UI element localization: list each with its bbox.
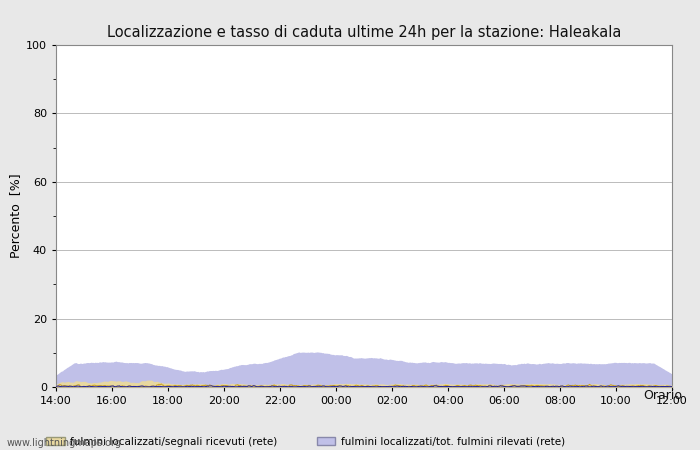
Y-axis label: Percento  [%]: Percento [%] <box>9 174 22 258</box>
Text: www.lightningmaps.org: www.lightningmaps.org <box>7 438 122 448</box>
Legend: fulmini localizzati/segnali ricevuti (rete), fulmini localizzati/segnali ricevut: fulmini localizzati/segnali ricevuti (re… <box>46 436 595 450</box>
Title: Localizzazione e tasso di caduta ultime 24h per la stazione: Haleakala: Localizzazione e tasso di caduta ultime … <box>107 25 621 40</box>
Text: Orario: Orario <box>643 389 682 402</box>
